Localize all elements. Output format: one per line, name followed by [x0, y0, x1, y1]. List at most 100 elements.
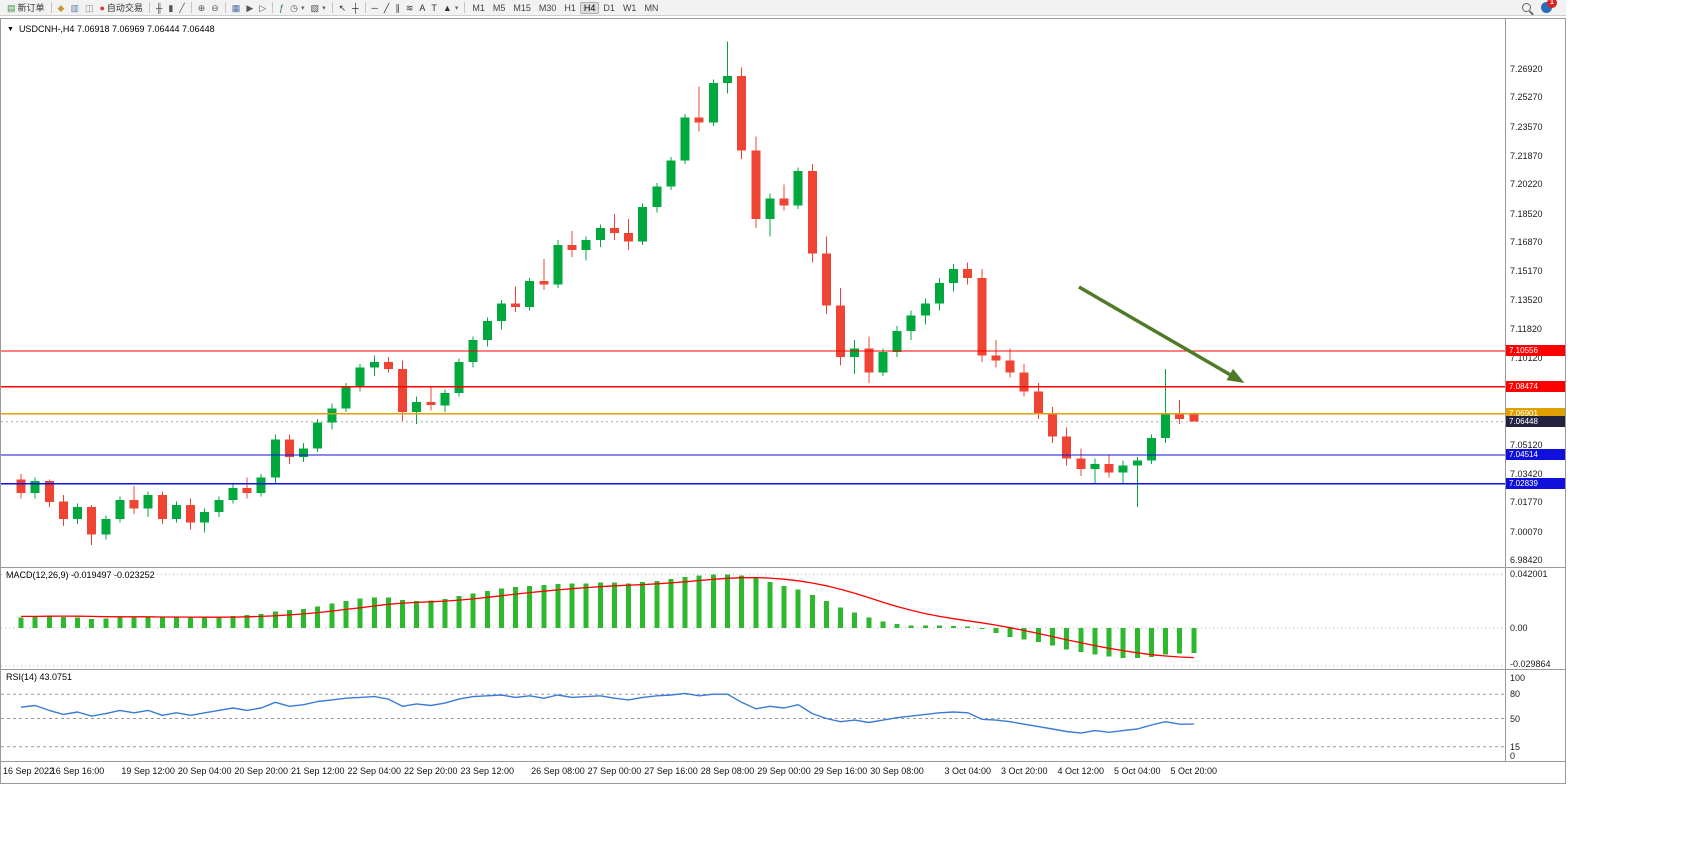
- text-icon: A: [419, 2, 426, 13]
- time-axis-label: 26 Sep 08:00: [531, 766, 585, 776]
- price-axis-label: 7.26920: [1510, 63, 1543, 74]
- price-axis[interactable]: 7.26920 7.25270 7.23570 7.21870 7.20220 7.185…: [1505, 19, 1565, 567]
- notification-icon[interactable]: 1: [1541, 0, 1557, 13]
- price-line-tag: 7.04514: [1506, 449, 1565, 461]
- timeframe-d1-button[interactable]: D1: [603, 2, 615, 13]
- templates-icon[interactable]: ▧ ▾: [308, 2, 329, 14]
- price-axis-label: 7.18520: [1510, 208, 1543, 219]
- timeframe-toolbar: M1 M5 M15 M30 H1 H4 D1 W1 MN: [468, 0, 662, 15]
- timeframe-h1-button[interactable]: H1: [564, 2, 576, 13]
- zoom-out-icon[interactable]: ⊖: [208, 2, 222, 14]
- time-axis-label: 3 Oct 20:00: [1000, 766, 1048, 776]
- timeframe-m5-button[interactable]: M5: [492, 2, 506, 13]
- time-axis-label: 21 Sep 12:00: [290, 766, 345, 776]
- chart-shift-icon: ▷: [259, 2, 267, 13]
- price-axis-label: 7.21870: [1510, 150, 1543, 161]
- candlestick-chart-canvas[interactable]: [1, 19, 1506, 567]
- rsi-axis-label: 0: [1510, 751, 1516, 761]
- text-icon[interactable]: A: [416, 2, 428, 14]
- shapes-icon: ▲: [442, 2, 452, 13]
- timeframe-h4-button[interactable]: H4: [579, 1, 600, 14]
- navigator-icon[interactable]: ◫: [82, 2, 97, 14]
- toolbar-separator: [224, 2, 226, 13]
- price-axis-label: 7.25270: [1510, 92, 1543, 103]
- candlestick-chart-icon[interactable]: ▮: [165, 2, 176, 14]
- chart-title: USDCNH-,H4 7.06918 7.06969 7.06444 7.064…: [18, 24, 215, 34]
- toolbar-separator: [190, 2, 192, 13]
- data-window-icon[interactable]: ▥: [67, 2, 82, 14]
- market-watch-icon[interactable]: ◆: [55, 2, 68, 14]
- price-axis-label: 7.05120: [1510, 439, 1543, 450]
- cursor-icon[interactable]: ↖: [336, 2, 350, 14]
- time-axis[interactable]: 16 Sep 2022 16 Sep 16:00 19 Sep 12:00 20 Se…: [1, 761, 1565, 783]
- trendline-icon: ╱: [383, 2, 390, 13]
- channel-icon: ∥: [395, 2, 400, 13]
- shapes-icon[interactable]: ▲ ▾: [440, 2, 461, 14]
- candlestick-chart-icon: ▮: [168, 2, 174, 13]
- auto-scroll-icon[interactable]: ▶: [243, 2, 256, 14]
- rsi-chart-canvas[interactable]: [1, 670, 1506, 762]
- chart-shift-icon[interactable]: ▷: [256, 2, 269, 14]
- price-axis-label: 7.03420: [1510, 468, 1543, 479]
- templates-icon: ▧: [310, 2, 320, 13]
- current-price-tag: 7.06448: [1506, 416, 1565, 428]
- time-axis-label: 16 Sep 16:00: [50, 766, 105, 776]
- macd-signal-line: [21, 576, 1194, 659]
- rsi-line: [20, 692, 1194, 734]
- symbol-dropdown-icon[interactable]: ▼: [7, 25, 14, 33]
- timeframe-mn-button[interactable]: MN: [644, 2, 659, 13]
- timeframe-m1-button[interactable]: M1: [472, 2, 485, 13]
- periods-icon-dropdown-icon[interactable]: ▾: [301, 4, 305, 12]
- toolbar-separator: [50, 2, 52, 13]
- fibonacci-icon[interactable]: ≋: [403, 2, 417, 14]
- toolbar: ▤ 新订单 ◆ ▥ ◫ ● 自动交易 ╫ ▮ ╱ ⊕ ⊖ ▦ ▶ ▷ ƒ ◷ ▾ ▧ ▾ ↖ ┼ ─ ╱ ∥ ≋ A T ▲ ▾ M1 M5…: [0, 0, 1566, 16]
- fibonacci-icon: ≋: [405, 2, 414, 13]
- macd-histogram: [18, 574, 1197, 659]
- price-line-tag: 7.10556: [1506, 345, 1565, 357]
- timeframe-w1-button[interactable]: W1: [622, 2, 637, 13]
- label-icon[interactable]: T: [428, 2, 440, 14]
- time-axis-label: 27 Sep 16:00: [644, 766, 698, 776]
- time-axis-label: 27 Sep 00:00: [587, 766, 642, 776]
- templates-icon-dropdown-icon[interactable]: ▾: [322, 4, 326, 12]
- toolbar-separator: [464, 2, 466, 13]
- rsi-panel[interactable]: RSI(14) 43.0751 100 80 50 15 0: [1, 669, 1565, 761]
- macd-chart-canvas[interactable]: [1, 568, 1506, 670]
- horizontal-line-icon[interactable]: ─: [369, 2, 381, 14]
- chart-header: ▼ USDCNH-,H4 7.06918 7.06969 7.06444 7.0…: [7, 24, 215, 34]
- crosshair-icon[interactable]: ┼: [349, 2, 361, 14]
- indicators-icon[interactable]: ƒ: [276, 2, 287, 14]
- new-order-button-label: 新订单: [17, 3, 45, 13]
- main-chart-panel[interactable]: ▼ USDCNH-,H4 7.06918 7.06969 7.06444 7.0…: [1, 19, 1565, 567]
- trend-arrow[interactable]: [1078, 285, 1245, 383]
- macd-axis-label: -0.029864: [1510, 659, 1551, 669]
- data-window-icon: ▥: [70, 2, 79, 13]
- toolbar-right-group: 1: [1522, 0, 1562, 13]
- tile-windows-icon[interactable]: ▦: [229, 2, 244, 14]
- price-axis-label: 7.23570: [1510, 121, 1543, 132]
- macd-axis-label: 0.042001: [1510, 569, 1548, 580]
- new-order-button[interactable]: ▤ 新订单: [4, 0, 48, 15]
- time-axis-label: 22 Sep 04:00: [347, 766, 402, 776]
- toolbar-separator: [364, 2, 366, 13]
- horizontal-line-icon: ─: [371, 2, 378, 13]
- line-chart-icon[interactable]: ╱: [176, 2, 187, 14]
- timeframe-m30-button[interactable]: M30: [538, 2, 557, 13]
- search-icon[interactable]: [1522, 3, 1531, 12]
- rsi-axis-label: 80: [1510, 689, 1521, 700]
- timeframe-m15-button[interactable]: M15: [513, 2, 531, 13]
- periods-icon[interactable]: ◷ ▾: [287, 2, 307, 14]
- shapes-icon-dropdown-icon[interactable]: ▾: [454, 4, 459, 12]
- navigator-icon: ◫: [84, 2, 94, 13]
- bars-chart-icon[interactable]: ╫: [153, 2, 165, 14]
- macd-axis: 0.042001 0.00 -0.029864: [1505, 568, 1565, 669]
- trendline-icon[interactable]: ╱: [381, 2, 392, 14]
- autotrading-button-label: 自动交易: [106, 3, 143, 13]
- macd-title: MACD(12,26,9) -0.019497 -0.023252: [6, 570, 155, 580]
- macd-panel[interactable]: MACD(12,26,9) -0.019497 -0.023252 0.0420…: [1, 567, 1565, 669]
- market-watch-icon: ◆: [57, 2, 65, 13]
- toolbar-buttons: ▤ 新订单 ◆ ▥ ◫ ● 自动交易 ╫ ▮ ╱ ⊕ ⊖ ▦ ▶ ▷ ƒ ◷ ▾ ▧ ▾ ↖ ┼ ─ ╱ ∥ ≋ A T ▲ ▾: [4, 0, 468, 15]
- zoom-in-icon[interactable]: ⊕: [195, 2, 209, 14]
- autotrading-button[interactable]: ● 自动交易: [96, 0, 145, 15]
- channel-icon[interactable]: ∥: [392, 2, 403, 14]
